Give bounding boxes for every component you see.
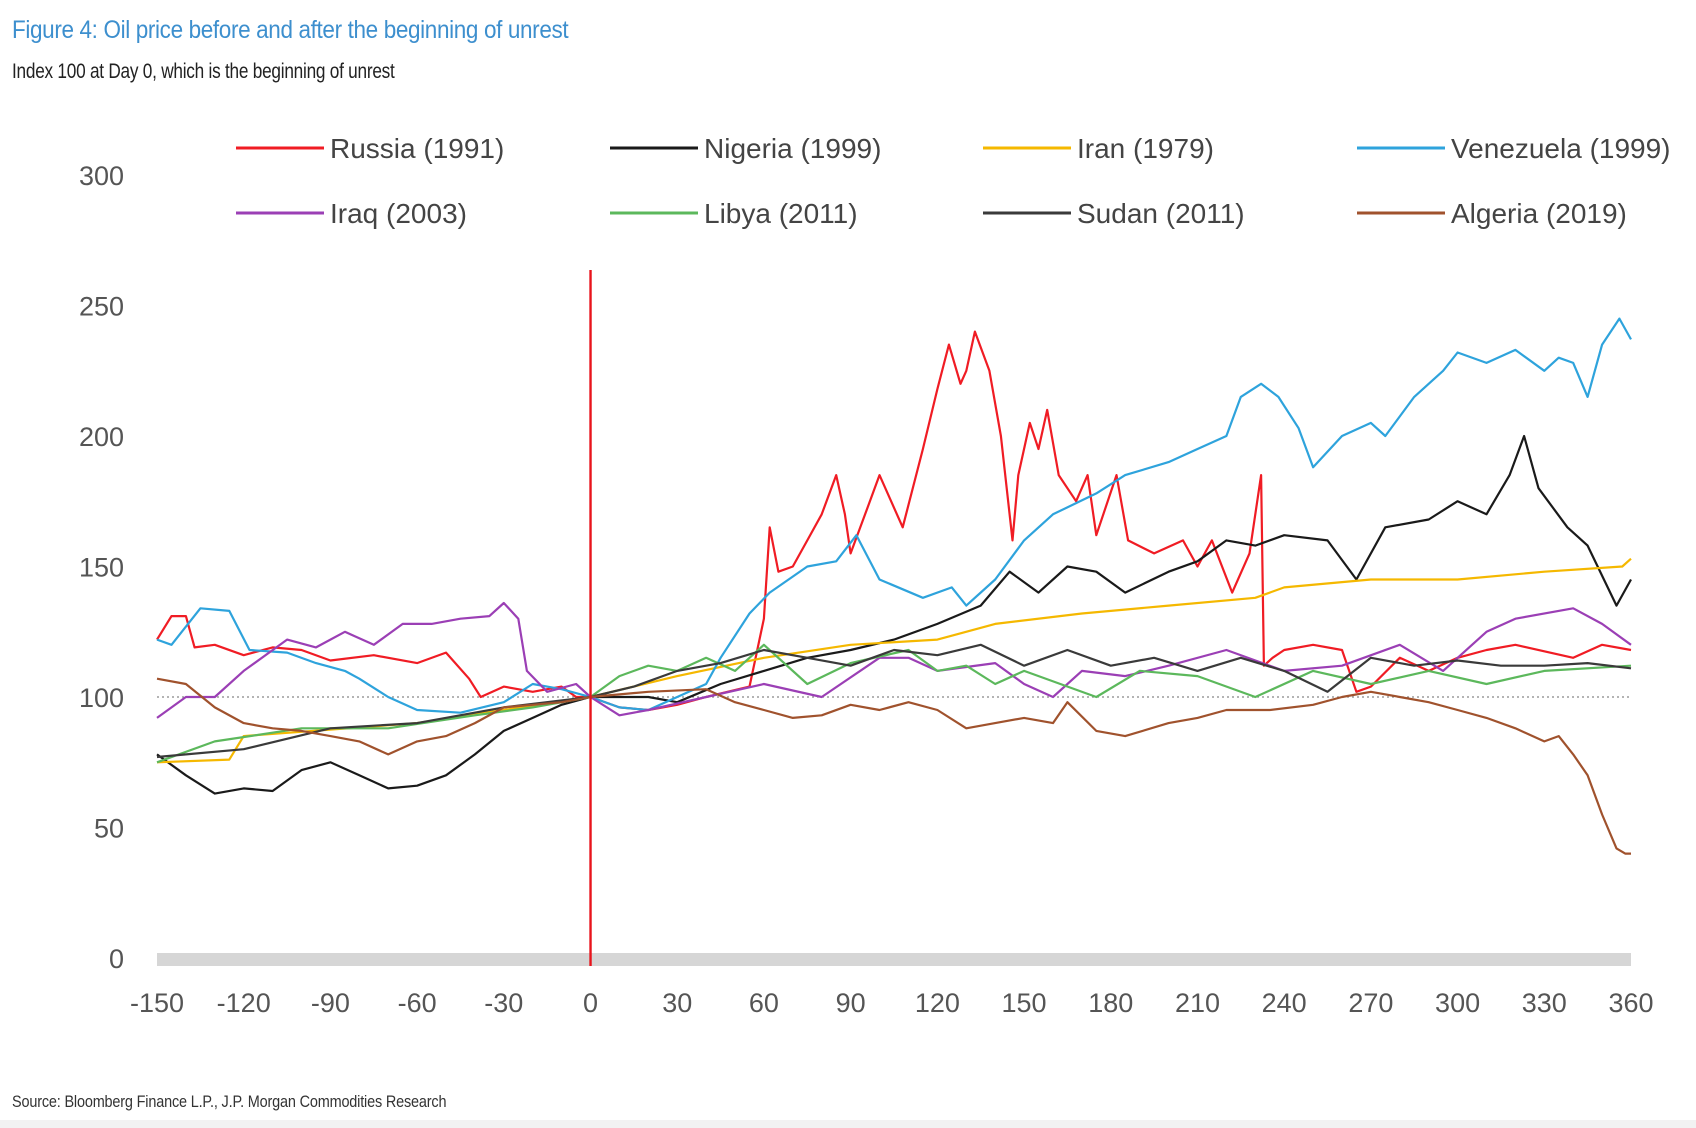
y-axis: 0 50 100 150 200 250 300 — [79, 161, 124, 974]
y-tick-label: 50 — [94, 814, 124, 844]
y-tick-label: 100 — [79, 683, 124, 713]
chart-subtitle: Index 100 at Day 0, which is the beginni… — [12, 60, 395, 83]
x-tick-label: 210 — [1175, 988, 1220, 1018]
plot-area — [156, 270, 1632, 966]
x-tick-label: -120 — [217, 988, 271, 1018]
legend-label: Nigeria (1999) — [704, 133, 881, 164]
y-tick-label: 0 — [109, 944, 124, 974]
x-tick-label: 360 — [1608, 988, 1653, 1018]
y-tick-label: 150 — [79, 553, 124, 583]
legend-item: Sudan (2011) — [983, 198, 1245, 229]
x-tick-label: 150 — [1002, 988, 1047, 1018]
legend-label: Libya (2011) — [704, 198, 858, 229]
legend-label: Russia (1991) — [330, 133, 504, 164]
series-line-venezuela-1999 — [156, 317, 1632, 714]
x-tick-label: -30 — [484, 988, 523, 1018]
source-note: Source: Bloomberg Finance L.P., J.P. Mor… — [12, 1092, 447, 1111]
legend-item: Venezuela (1999) — [1357, 133, 1671, 164]
x-axis: -150 -120 -90 -60 -30 0 30 60 90 120 150 180 210 240 2… — [130, 953, 1654, 1018]
x-tick-label: 60 — [749, 988, 779, 1018]
legend-label: Venezuela (1999) — [1451, 133, 1671, 164]
x-tick-label: 330 — [1522, 988, 1567, 1018]
x-tick-label: 120 — [915, 988, 960, 1018]
y-tick-label: 200 — [79, 422, 124, 452]
bottom-strip — [0, 1120, 1696, 1128]
x-tick-label: -60 — [398, 988, 437, 1018]
y-tick-label: 300 — [79, 161, 124, 191]
legend: Russia (1991) Nigeria (1999) Iran (1979) Ve… — [236, 133, 1671, 229]
x-tick-label: 300 — [1435, 988, 1480, 1018]
legend-item: Libya (2011) — [610, 198, 858, 229]
x-tick-label: 270 — [1348, 988, 1393, 1018]
legend-item: Nigeria (1999) — [610, 133, 881, 164]
x-tick-label: 240 — [1262, 988, 1307, 1018]
x-tick-label: 30 — [662, 988, 692, 1018]
x-tick-label: -150 — [130, 988, 184, 1018]
series-line-libya-2011 — [156, 643, 1632, 764]
series-line-russia-1991 — [156, 330, 1632, 712]
series-line-iraq-2003 — [156, 601, 1632, 719]
legend-label: Iran (1979) — [1077, 133, 1214, 164]
x-tick-label: -90 — [311, 988, 350, 1018]
series-line-nigeria-1999 — [156, 434, 1632, 795]
series-line-iran-1979 — [156, 557, 1632, 764]
x-tick-label: 90 — [836, 988, 866, 1018]
legend-label: Algeria (2019) — [1451, 198, 1627, 229]
legend-label: Iraq (2003) — [330, 198, 467, 229]
x-tick-label: 180 — [1088, 988, 1133, 1018]
x-tick-label: 0 — [583, 988, 598, 1018]
legend-item: Russia (1991) — [236, 133, 504, 164]
chart-title: Figure 4: Oil price before and after the… — [12, 16, 569, 44]
y-tick-label: 250 — [79, 292, 124, 322]
legend-item: Algeria (2019) — [1357, 198, 1627, 229]
legend-item: Iran (1979) — [983, 133, 1214, 164]
series-line-algeria-2019 — [156, 677, 1631, 855]
x-axis-band — [157, 953, 1631, 966]
legend-label: Sudan (2011) — [1077, 198, 1245, 229]
legend-item: Iraq (2003) — [236, 198, 467, 229]
